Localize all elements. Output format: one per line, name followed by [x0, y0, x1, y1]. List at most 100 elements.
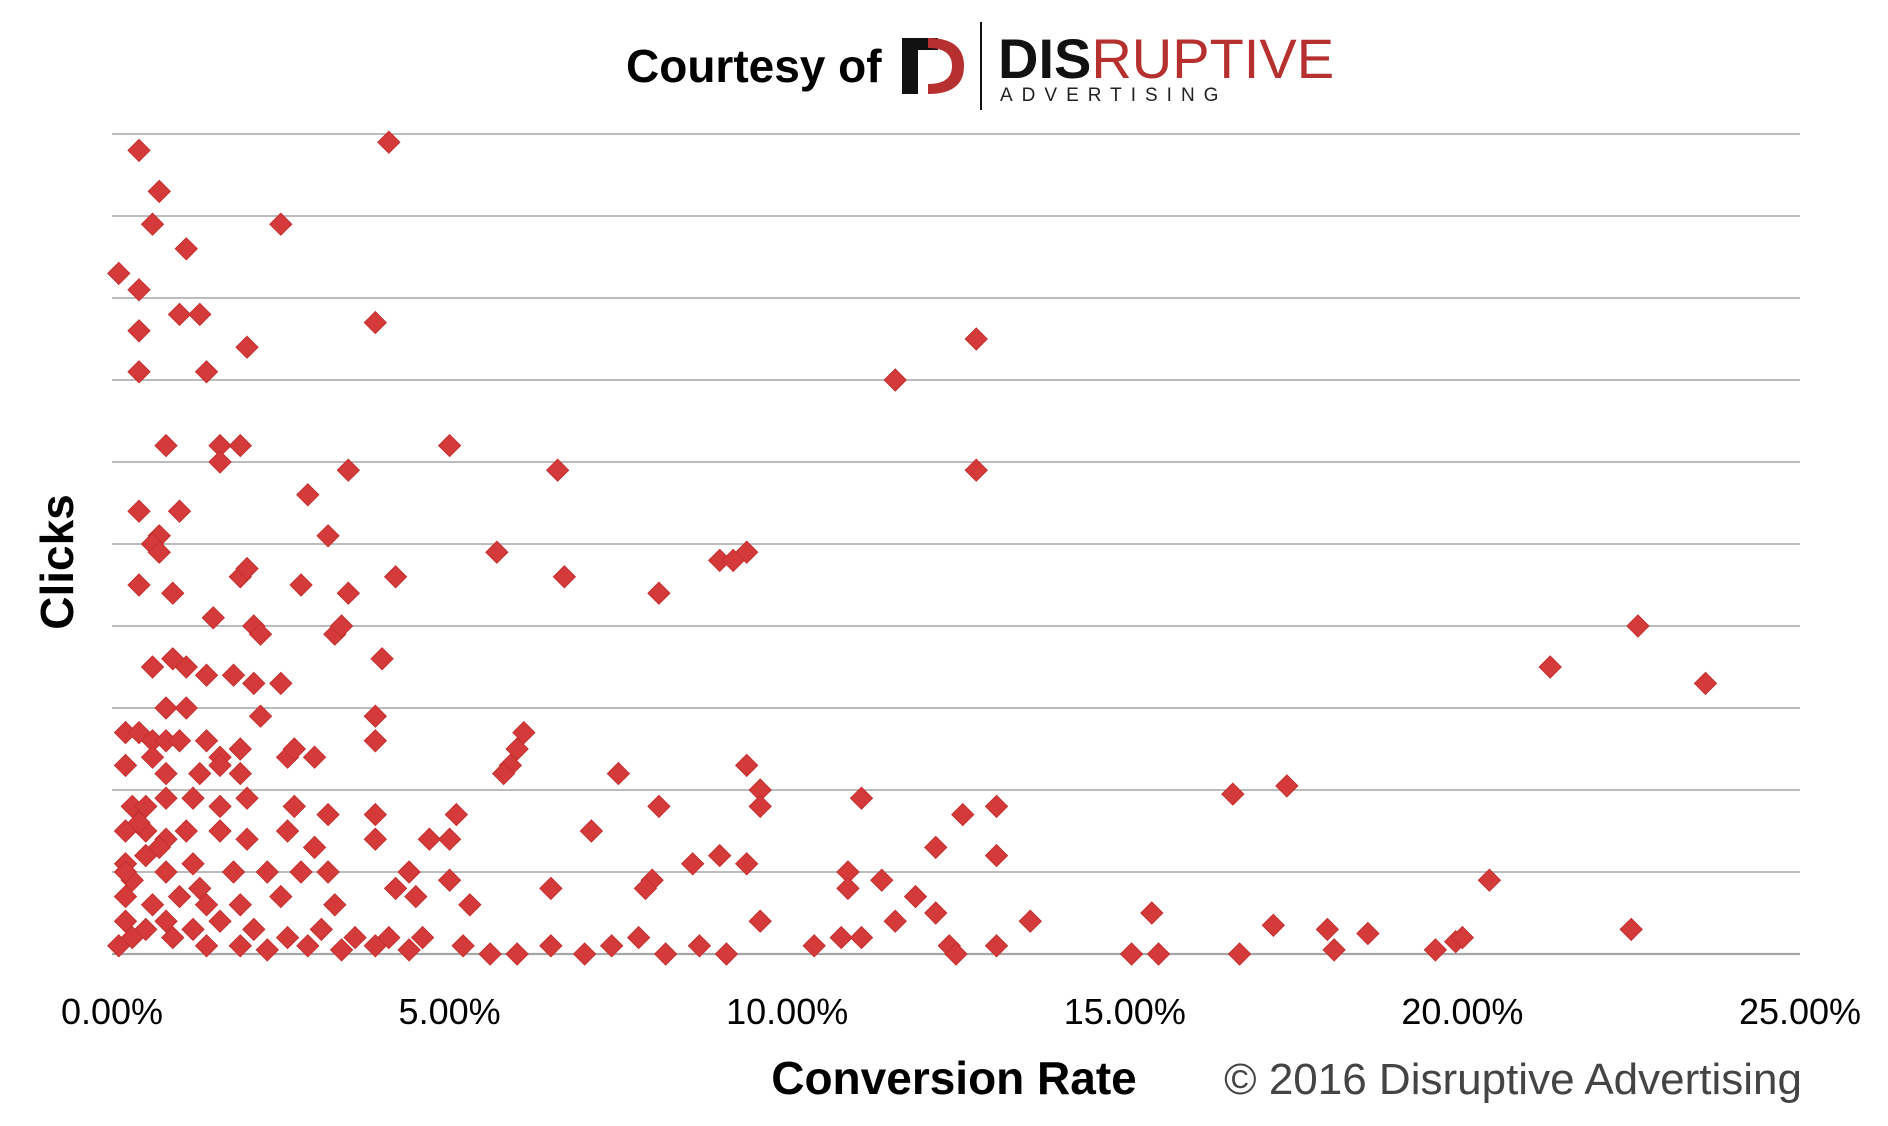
data-point [870, 868, 894, 892]
data-point [653, 942, 678, 966]
data-point [552, 565, 577, 589]
data-point [964, 327, 988, 351]
data-point [606, 761, 631, 786]
data-point [579, 819, 604, 843]
data-point [951, 802, 975, 827]
data-point [120, 925, 144, 950]
data-point [174, 819, 198, 843]
brand-name-part1: DIS [998, 27, 1091, 90]
data-point [734, 540, 759, 564]
data-point [127, 811, 151, 835]
data-point [140, 745, 165, 769]
data-point [282, 794, 307, 819]
data-point [363, 827, 388, 851]
data-point [248, 622, 273, 646]
data-point [485, 540, 509, 564]
data-point [208, 753, 232, 778]
data-point [228, 737, 252, 761]
data-point [208, 794, 232, 819]
data-point [147, 835, 171, 860]
data-point [309, 917, 334, 942]
data-point [289, 860, 313, 884]
data-point [1356, 921, 1380, 946]
data-point [1693, 671, 1718, 696]
data-point [269, 671, 293, 696]
data-point [316, 860, 340, 884]
data-point [194, 663, 219, 687]
data-point [836, 876, 860, 901]
data-point [221, 860, 246, 884]
data-point [633, 876, 658, 901]
data-point [404, 884, 428, 909]
data-point [113, 860, 138, 884]
data-point [329, 614, 354, 638]
data-point [127, 278, 151, 302]
data-point [410, 925, 435, 950]
data-point [849, 925, 874, 950]
data-point [505, 737, 529, 761]
data-point [113, 909, 138, 933]
data-point [167, 884, 192, 909]
data-point [174, 655, 198, 679]
data-point [539, 934, 563, 958]
data-point [167, 302, 192, 327]
data-point [296, 483, 320, 507]
data-point [478, 942, 502, 966]
data-point [167, 499, 192, 523]
data-point [363, 934, 388, 958]
data-point [572, 942, 597, 966]
x-tick-label: 0.00% [61, 991, 163, 1032]
data-point [242, 917, 266, 942]
data-point [734, 753, 759, 778]
data-point [1119, 942, 1144, 966]
data-point [505, 942, 529, 966]
data-point [269, 212, 293, 236]
data-point [154, 786, 178, 810]
data-point [377, 130, 401, 154]
data-point [883, 368, 907, 392]
data-point [147, 540, 171, 564]
y-axis-label: Clicks [31, 494, 83, 630]
data-point [161, 925, 185, 950]
data-point [397, 860, 421, 884]
data-point [944, 942, 968, 966]
data-point [255, 938, 280, 962]
data-point [1477, 868, 1502, 892]
data-point [181, 852, 205, 876]
data-point [147, 179, 171, 204]
data-point [248, 704, 273, 728]
data-point [329, 938, 354, 962]
data-point [1221, 782, 1245, 806]
data-point [228, 433, 252, 458]
data-point [626, 925, 651, 950]
data-point [127, 138, 151, 163]
header-logo: Courtesy of DISRUPTIVE ADVERTISING [626, 22, 1334, 110]
data-point [255, 860, 280, 884]
data-point [323, 893, 347, 917]
data-point [707, 843, 732, 868]
data-point [113, 753, 138, 778]
x-tick-labels: 0.00% 5.00% 10.00% 15.00% 20.00% 25.00% [61, 991, 1861, 1032]
data-point [1315, 917, 1340, 942]
data-point [1261, 913, 1286, 938]
data-point [1322, 938, 1346, 962]
data-point [181, 786, 205, 810]
data-point [127, 319, 151, 343]
data-point [1018, 909, 1042, 933]
x-tick-label: 25.00% [1739, 991, 1861, 1032]
data-point [417, 827, 442, 851]
data-point [924, 901, 948, 925]
data-point [167, 729, 192, 753]
data-point [687, 934, 712, 958]
data-point [829, 925, 853, 950]
data-point [154, 860, 178, 884]
data-point [316, 524, 340, 548]
data-point [113, 884, 138, 909]
data-point [512, 720, 536, 745]
data-point [336, 458, 361, 482]
data-point [188, 302, 212, 327]
data-point [1538, 655, 1562, 679]
data-point [154, 433, 178, 458]
data-point [228, 934, 252, 958]
